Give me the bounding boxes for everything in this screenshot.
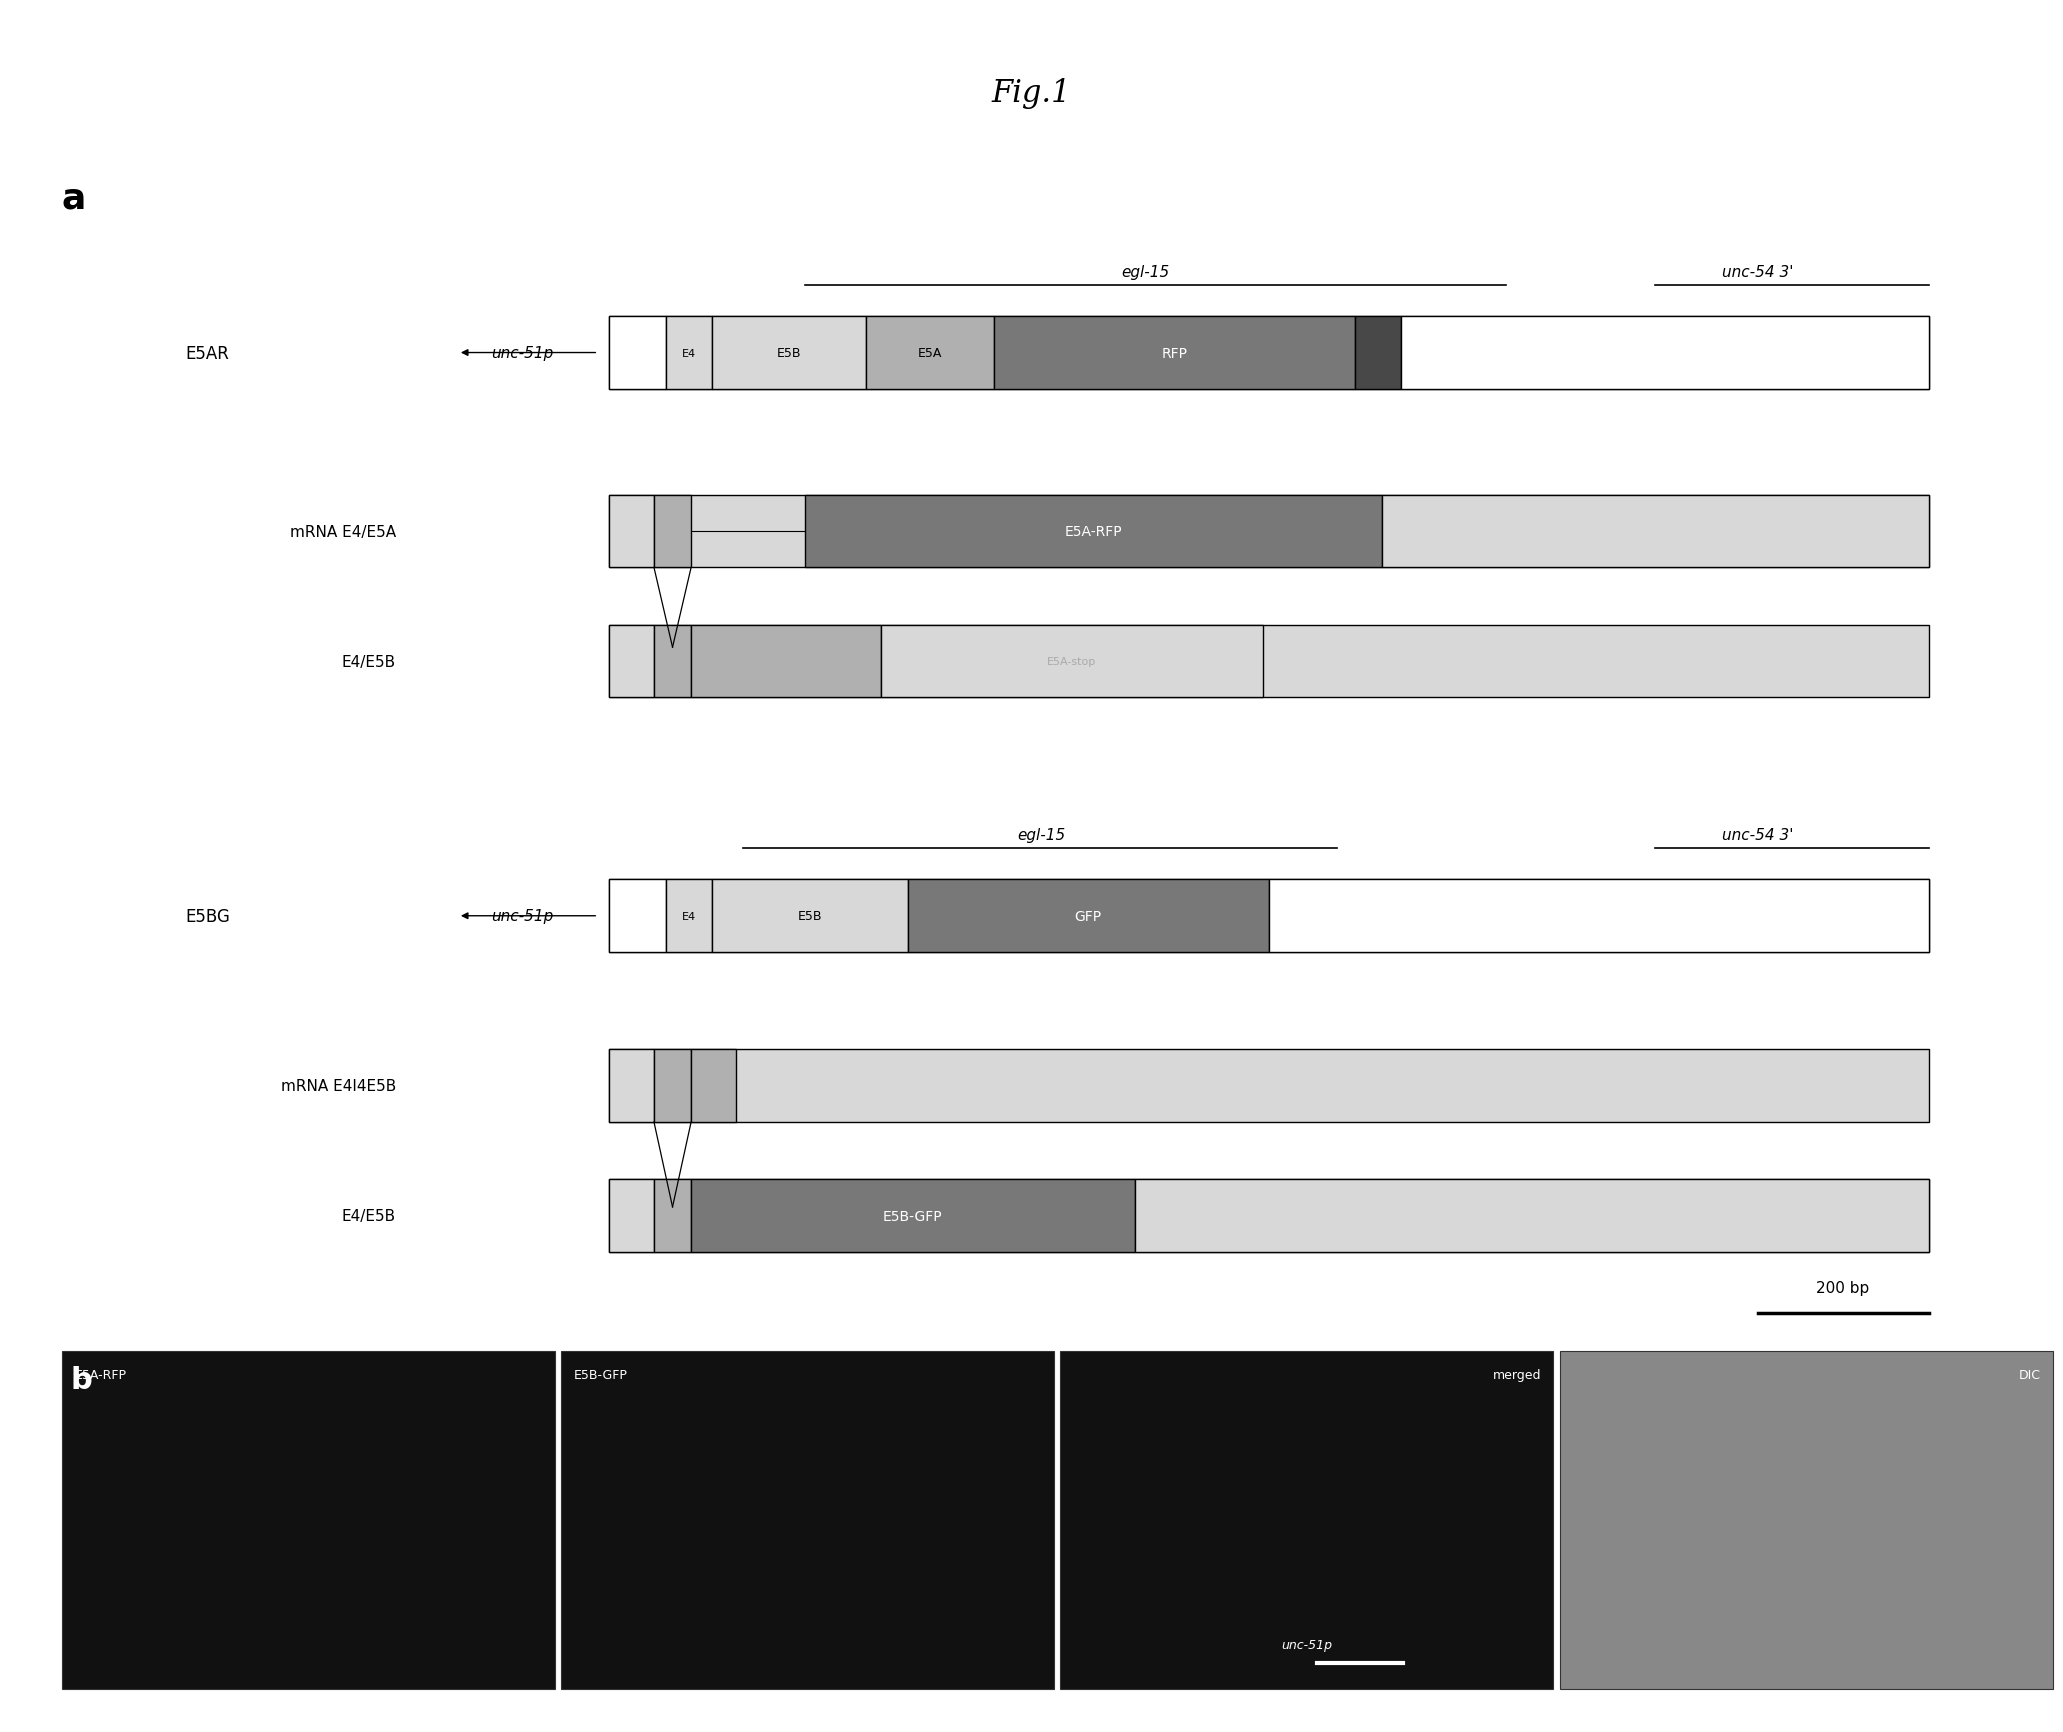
Text: E5AR: E5AR bbox=[186, 345, 229, 362]
Text: Fig.1: Fig.1 bbox=[992, 78, 1071, 109]
Text: unc-54 3': unc-54 3' bbox=[1723, 828, 1793, 842]
Text: unc-51p: unc-51p bbox=[1281, 1637, 1333, 1651]
Text: E5A: E5A bbox=[918, 346, 943, 360]
Text: 200 bp: 200 bp bbox=[1815, 1280, 1869, 1296]
Text: E5BG: E5BG bbox=[186, 908, 231, 925]
Text: E5A-stop: E5A-stop bbox=[1048, 656, 1095, 667]
Text: egl-15: egl-15 bbox=[1017, 828, 1067, 842]
Text: mRNA E4/E5A: mRNA E4/E5A bbox=[291, 525, 396, 539]
Text: E4/E5B: E4/E5B bbox=[342, 1209, 396, 1223]
Text: E4: E4 bbox=[683, 911, 695, 921]
Text: unc-51p: unc-51p bbox=[491, 909, 553, 923]
Text: egl-15: egl-15 bbox=[1120, 265, 1170, 279]
Text: E5B-GFP: E5B-GFP bbox=[574, 1368, 627, 1382]
Text: E5A-RFP: E5A-RFP bbox=[1065, 525, 1122, 539]
Text: unc-54 3': unc-54 3' bbox=[1723, 265, 1793, 279]
Text: merged: merged bbox=[1492, 1368, 1541, 1382]
Text: b: b bbox=[70, 1365, 93, 1394]
Text: E4: E4 bbox=[683, 348, 695, 359]
Text: E5B-GFP: E5B-GFP bbox=[883, 1209, 943, 1223]
Text: E5A-RFP: E5A-RFP bbox=[74, 1368, 126, 1382]
Text: GFP: GFP bbox=[1075, 909, 1102, 923]
Text: E4/E5B: E4/E5B bbox=[342, 655, 396, 669]
Text: E5B: E5B bbox=[778, 346, 800, 360]
Text: a: a bbox=[62, 182, 87, 216]
Text: mRNA E4I4E5B: mRNA E4I4E5B bbox=[281, 1079, 396, 1093]
Text: RFP: RFP bbox=[1161, 346, 1188, 360]
Text: DIC: DIC bbox=[2018, 1368, 2040, 1382]
Text: unc-51p: unc-51p bbox=[491, 346, 553, 360]
Text: E5B: E5B bbox=[798, 909, 821, 923]
